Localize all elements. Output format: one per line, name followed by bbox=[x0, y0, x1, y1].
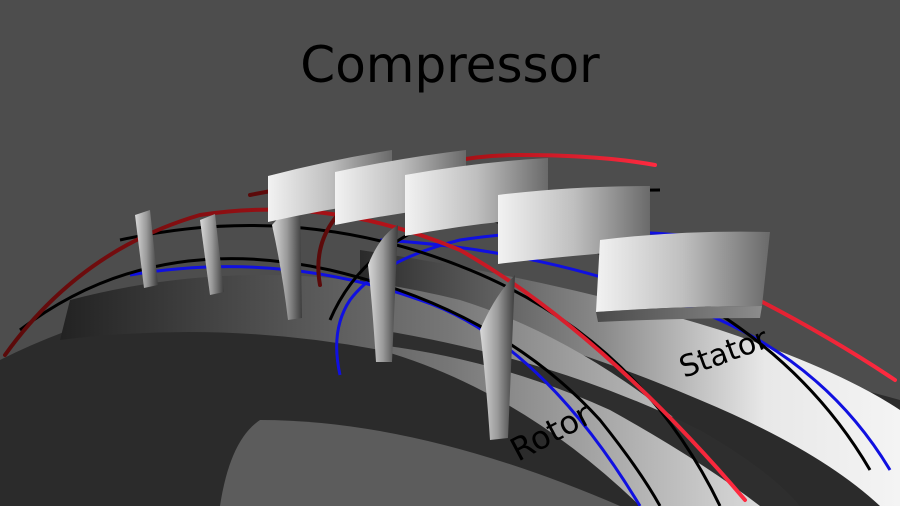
rotor-band bbox=[60, 275, 770, 506]
stator-vane-base bbox=[596, 306, 762, 322]
stator-vanes bbox=[268, 150, 770, 322]
band-gap bbox=[380, 330, 800, 506]
mid-streamline-1 bbox=[19, 257, 662, 506]
drum-inner-face bbox=[220, 420, 620, 506]
stator-vane bbox=[596, 231, 770, 312]
rotor-blade bbox=[135, 210, 158, 288]
hub-streamline-rotor bbox=[129, 265, 642, 506]
rotor-blade bbox=[368, 225, 398, 362]
rotor-blade bbox=[480, 275, 515, 440]
diagram-title: Compressor bbox=[300, 36, 600, 94]
rotor-blade bbox=[200, 214, 224, 295]
rotor-blade bbox=[272, 200, 302, 320]
rotor-blades bbox=[135, 200, 515, 440]
